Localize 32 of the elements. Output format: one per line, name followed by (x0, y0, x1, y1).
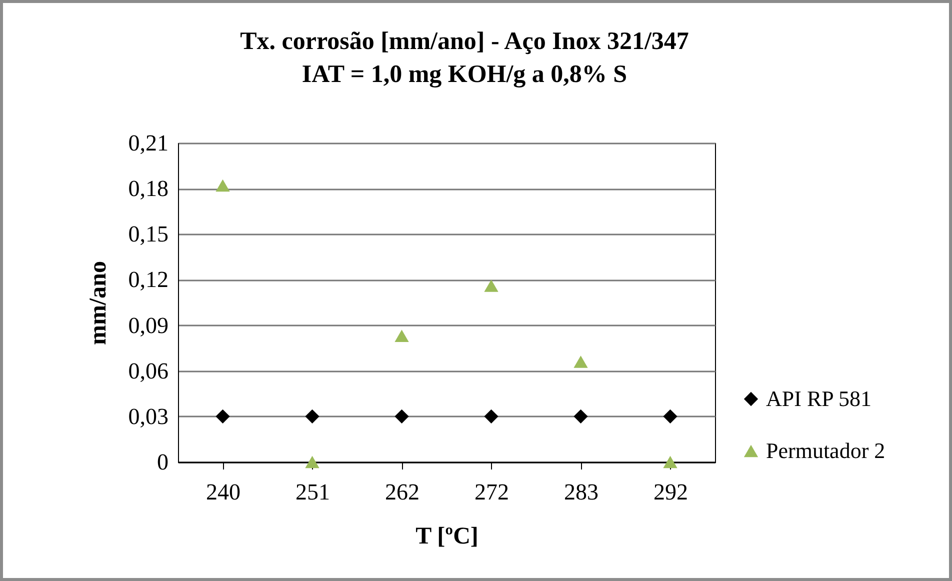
point (216, 409, 230, 424)
y-tick-label: 0 (157, 450, 168, 474)
point (574, 409, 588, 424)
legend-label: API RP 581 (766, 386, 872, 411)
x-tick-label: 251 (296, 480, 330, 504)
x-tick-label: 272 (474, 480, 509, 504)
chart-subtitle: IAT = 1,0 mg KOH/g a 0,8% S (302, 61, 628, 88)
point (305, 456, 320, 468)
x-tick-label: 240 (206, 480, 240, 504)
point (394, 409, 409, 424)
point (574, 356, 588, 368)
point (663, 409, 678, 424)
x-tick-label: 283 (564, 480, 598, 504)
x-tick-label: 262 (385, 480, 420, 504)
x-axis-title: T [ºC] (416, 524, 478, 550)
point (484, 409, 498, 424)
y-tick-label: 0,12 (128, 267, 168, 292)
legend-label: Permutador 2 (766, 438, 886, 463)
y-axis-title: mm/ano (85, 261, 112, 345)
y-tick-label: 0,03 (128, 404, 168, 429)
y-tick-label: 0,06 (128, 358, 168, 384)
point (663, 456, 678, 468)
y-tick-label: 0,18 (128, 176, 168, 202)
chart-title: Tx. corrosão [mm/ano] - Aço Inox 321/347 (240, 28, 689, 55)
point (216, 179, 230, 192)
y-tick-label: 0,15 (128, 222, 168, 247)
x-tick-label: 292 (654, 480, 688, 504)
point (394, 330, 409, 342)
point (484, 280, 498, 292)
y-tick-label: 0,09 (128, 312, 168, 338)
point (305, 409, 320, 424)
y-tick-label: 0,21 (128, 130, 168, 156)
